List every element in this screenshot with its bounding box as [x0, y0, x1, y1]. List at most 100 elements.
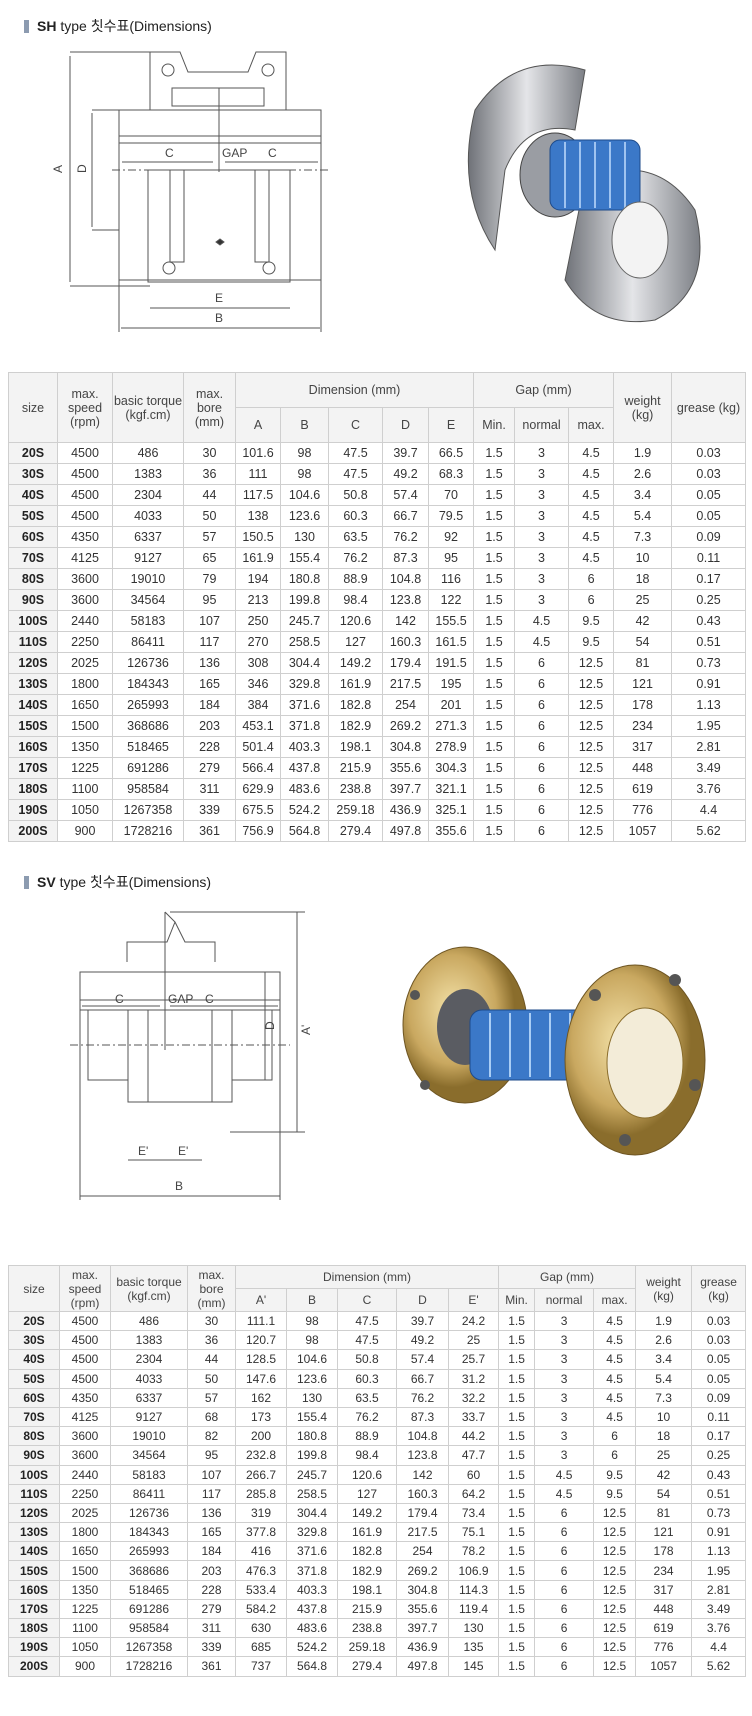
cell-size: 20S: [8, 442, 58, 464]
cell-gap-min: 1.5: [498, 1368, 536, 1389]
cell-weight: 1.9: [635, 1310, 693, 1332]
cell-dim-1: 250: [235, 610, 281, 632]
cell-dim-5: 75.1: [447, 1522, 500, 1543]
cell-grease: 0.05: [671, 505, 747, 527]
cell-dim-3: 182.8: [337, 1541, 397, 1562]
cell-dim-3: 215.9: [337, 1598, 397, 1620]
cell-max-speed: 4500: [57, 484, 113, 506]
cell-dim-1: 161.9: [235, 547, 281, 569]
cell-dim-1: 117.5: [235, 484, 281, 506]
cell-weight: 25: [635, 1445, 693, 1466]
cell-max-bore: 203: [187, 1560, 236, 1581]
cell-grease: 0.11: [671, 547, 747, 569]
cell-size: 40S: [8, 1349, 60, 1370]
sh-label-d: D: [75, 164, 89, 173]
cell-dim-4: 123.8: [396, 1445, 449, 1466]
cell-gap-normal: 6: [534, 1502, 595, 1524]
header-max-bore: max. bore (mm): [183, 372, 236, 443]
cell-max-speed: 3600: [57, 568, 113, 590]
cell-weight: 54: [613, 631, 673, 653]
cell-dim-5: 145: [447, 1656, 500, 1677]
cell-dim-5: 325.1: [427, 799, 475, 821]
table-row: 70S 4125 9127 68 173 155.4 76.2 87.3 33.7 1.5 3 4.5…: [8, 1406, 747, 1428]
cell-max-speed: 4500: [59, 1368, 111, 1389]
table-row: 80S 3600 19010 79 194 180.8 88.9 104.8 116 1.5 3 6 1…: [8, 568, 747, 590]
cell-gap-max: 12.5: [593, 1598, 637, 1620]
cell-size: 170S: [8, 757, 58, 779]
cell-dim-3: 238.8: [328, 778, 383, 800]
cell-grease: 0.09: [691, 1387, 747, 1408]
cell-dim-4: 57.4: [396, 1349, 449, 1370]
cell-dim-4: 397.7: [396, 1617, 449, 1639]
cell-dim-2: 403.3: [286, 1579, 338, 1600]
table-row: 170S 1225 691286 279 566.4 437.8 215.9 355.6 304…: [8, 757, 747, 779]
cell-gap-max: 12.5: [593, 1637, 637, 1658]
cell-weight: 178: [635, 1541, 693, 1562]
cell-gap-max: 4.5: [568, 463, 615, 485]
cell-max-speed: 3600: [57, 589, 113, 611]
cell-gap-min: 1.5: [498, 1445, 536, 1466]
cell-dim-5: 191.5: [427, 652, 475, 674]
table-row: 110S 2250 86411 117 285.8 258.5 127 160.3 64.2 1.…: [8, 1483, 747, 1504]
cell-grease: 2.81: [691, 1579, 747, 1600]
cell-max-speed: 4350: [57, 526, 113, 548]
cell-weight: 448: [613, 757, 673, 779]
cell-basic-torque: 6337: [110, 1387, 188, 1408]
cell-weight: 317: [613, 736, 673, 758]
cell-gap-max: 4.5: [593, 1310, 637, 1332]
sh-label-c2: C: [268, 146, 277, 160]
cell-dim-5: 116: [427, 568, 475, 590]
cell-dim-4: 355.6: [396, 1598, 449, 1620]
cell-grease: 0.03: [671, 442, 747, 464]
cell-gap-min: 1.5: [473, 484, 516, 506]
cell-size: 190S: [8, 1637, 60, 1658]
cell-dim-2: 403.3: [280, 736, 329, 758]
cell-dim-3: 149.2: [328, 652, 383, 674]
cell-dim-1: 285.8: [235, 1483, 287, 1504]
cell-grease: 1.13: [691, 1541, 747, 1562]
cell-size: 200S: [8, 820, 58, 842]
cell-dim-2: 524.2: [286, 1637, 338, 1658]
cell-dim-3: 47.5: [337, 1310, 397, 1332]
sh-label-a: A: [51, 165, 65, 173]
cell-weight: 25: [613, 589, 673, 611]
cell-dim-2: 98: [286, 1310, 338, 1332]
cell-gap-normal: 6: [534, 1579, 595, 1600]
cell-max-speed: 4500: [59, 1349, 111, 1370]
cell-gap-normal: 6: [534, 1637, 595, 1658]
cell-grease: 0.17: [691, 1426, 747, 1447]
cell-dim-3: 50.8: [328, 484, 383, 506]
cell-dim-3: 47.5: [328, 442, 383, 464]
table-row: 120S 2025 126736 136 308 304.4 149.2 179.4 191.5…: [8, 652, 747, 674]
cell-grease: 1.95: [691, 1560, 747, 1581]
cell-dim-1: 377.8: [235, 1522, 287, 1543]
cell-gap-max: 6: [593, 1445, 637, 1466]
sh-section-title: SH type 칫수표(Dimensions): [24, 16, 212, 36]
cell-dim-2: 245.7: [280, 610, 329, 632]
table-row: 50S 4500 4033 50 147.6 123.6 60.3 66.7 31.2 1.5 3 4…: [8, 1368, 747, 1389]
cell-gap-normal: 3: [514, 547, 570, 569]
cell-grease: 5.62: [691, 1656, 747, 1677]
cell-dim-2: 155.4: [286, 1406, 338, 1428]
cell-basic-torque: 86411: [110, 1483, 188, 1504]
cell-weight: 2.6: [613, 463, 673, 485]
cell-dim-2: 245.7: [286, 1464, 338, 1485]
cell-dim-2: 98: [280, 442, 329, 464]
cell-dim-1: 630: [235, 1617, 287, 1639]
cell-gap-min: 1.5: [498, 1522, 536, 1543]
cell-dim-5: 79.5: [427, 505, 475, 527]
cell-max-speed: 1100: [57, 778, 113, 800]
cell-dim-2: 123.6: [286, 1368, 338, 1389]
cell-max-bore: 136: [187, 1502, 236, 1524]
cell-dim-5: 95: [427, 547, 475, 569]
cell-dim-2: 258.5: [280, 631, 329, 653]
cell-dim-2: 564.8: [286, 1656, 338, 1677]
table-row: 30S 4500 1383 36 120.7 98 47.5 49.2 25 1.5 3 4.5 2.6…: [8, 1330, 747, 1351]
cell-gap-max: 12.5: [593, 1579, 637, 1600]
header-max-speed: max. speed (rpm): [57, 372, 113, 443]
cell-max-speed: 2440: [59, 1464, 111, 1485]
cell-size: 40S: [8, 484, 58, 506]
cell-weight: 18: [635, 1426, 693, 1447]
cell-grease: 1.13: [671, 694, 747, 716]
cell-gap-normal: 3: [534, 1387, 595, 1408]
